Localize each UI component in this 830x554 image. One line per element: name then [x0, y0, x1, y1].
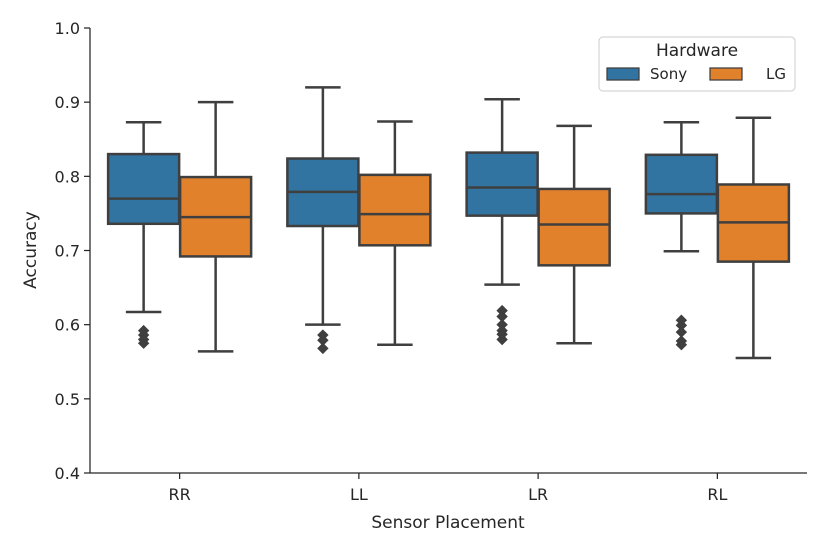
outlier-point	[675, 338, 688, 351]
legend: Hardware Sony LG	[598, 36, 796, 92]
iqr-box	[106, 152, 181, 226]
iqr-box	[537, 187, 611, 267]
y-tick-label: 0.6	[55, 316, 80, 335]
y-tick-label: 0.7	[55, 242, 80, 261]
x-axis-ticks: RR LL LR RL	[169, 473, 727, 504]
x-tick-label: LL	[350, 485, 368, 504]
iqr-box	[644, 153, 719, 215]
iqr-box	[358, 173, 432, 247]
y-tick-label: 0.5	[55, 390, 80, 409]
legend-frame	[598, 36, 796, 92]
y-axis-ticks: 0.4 0.5 0.6 0.7 0.8 0.9 1.0	[55, 19, 90, 483]
box-lr-lg	[537, 124, 611, 345]
x-tick-label: LR	[528, 485, 548, 504]
legend-label-lg: LG	[766, 65, 786, 83]
outlier-point	[496, 333, 508, 346]
box-rl-sony	[644, 120, 719, 351]
box-rr-sony	[106, 120, 181, 349]
iqr-box	[465, 151, 539, 217]
legend-swatch-sony	[606, 67, 640, 81]
y-tick-label: 0.4	[55, 464, 80, 483]
box-rl-lg	[716, 116, 791, 360]
x-axis-label: Sensor Placement	[371, 513, 525, 533]
y-tick-label: 0.9	[55, 93, 80, 112]
box-ll-sony	[286, 86, 360, 355]
legend-label-sony: Sony	[650, 65, 687, 83]
y-tick-label: 1.0	[55, 19, 80, 38]
x-tick-label: RL	[707, 485, 727, 504]
box-ll-lg	[358, 120, 432, 346]
box-rr-lg	[178, 100, 253, 353]
outlier-point	[317, 342, 329, 355]
legend-swatch-lg	[709, 67, 743, 81]
y-axis-label: Accuracy	[21, 211, 41, 289]
outlier-point	[137, 337, 150, 349]
x-tick-label: RR	[169, 485, 191, 504]
box-lr-sony	[465, 97, 539, 346]
legend-title: Hardware	[656, 41, 738, 61]
y-tick-label: 0.8	[55, 167, 80, 186]
plot-area	[106, 86, 791, 360]
